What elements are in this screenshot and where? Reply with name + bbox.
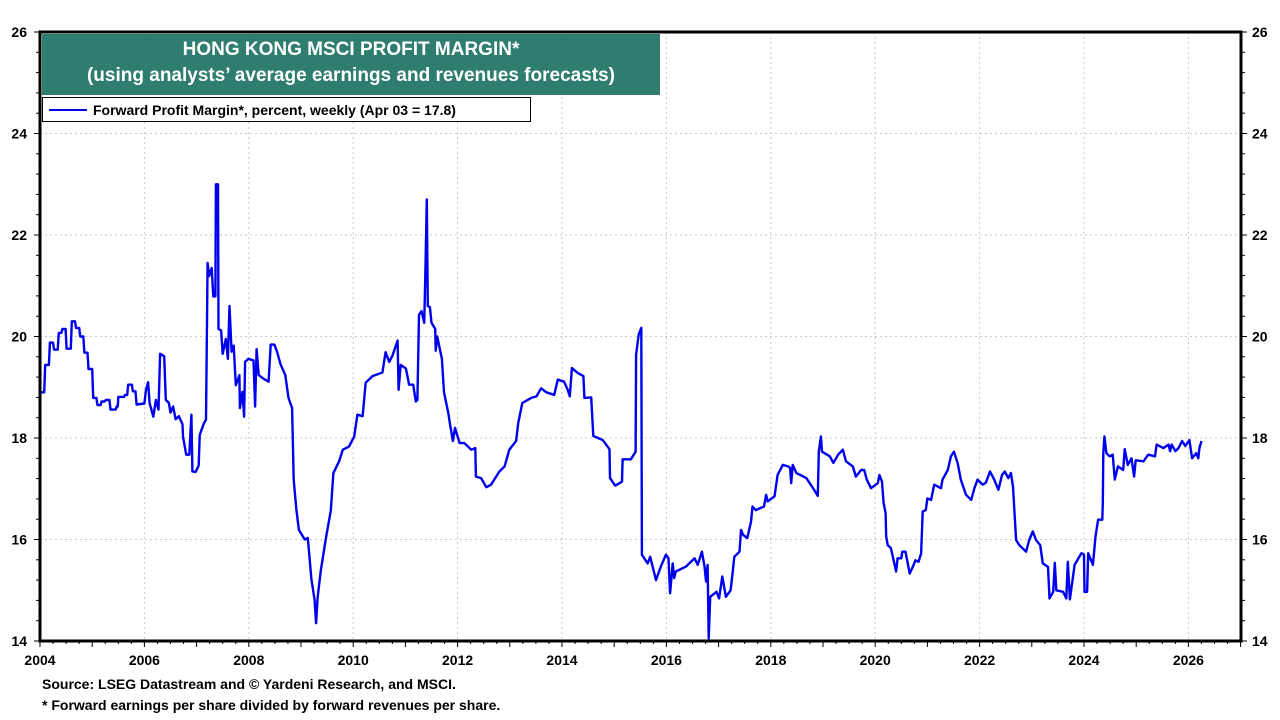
y-tick-label-left: 20 xyxy=(11,329,27,345)
y-tick-label-left: 16 xyxy=(11,532,27,548)
y-tick-label-left: 14 xyxy=(11,633,27,649)
y-tick-label-left: 22 xyxy=(11,227,27,243)
x-tick-label: 2026 xyxy=(1173,652,1204,668)
chart-title: HONG KONG MSCI PROFIT MARGIN* xyxy=(182,39,520,60)
y-tick-label-right: 16 xyxy=(1252,532,1268,548)
source-note: Source: LSEG Datastream and © Yardeni Re… xyxy=(42,676,456,692)
x-tick-label: 2020 xyxy=(860,652,891,668)
legend-label: Forward Profit Margin*, percent, weekly … xyxy=(93,101,456,118)
series-line-forward-profit-margin xyxy=(41,183,1203,640)
x-tick-label: 2022 xyxy=(964,652,995,668)
legend-line-swatch xyxy=(49,108,87,111)
x-tick-label: 2024 xyxy=(1068,652,1099,668)
x-tick-label: 2016 xyxy=(651,652,682,668)
x-tick-label: 2010 xyxy=(338,652,369,668)
x-tick-label: 2018 xyxy=(755,652,786,668)
y-tick-label-right: 18 xyxy=(1252,430,1268,446)
y-tick-label-right: 26 xyxy=(1252,24,1268,40)
y-tick-label-right: 14 xyxy=(1252,633,1268,649)
chart-subtitle: (using analysts’ average earnings and re… xyxy=(86,65,615,86)
x-axis-labels: 2004 2006 2008 2010 2012 2014 2016 2018 2020 2022… xyxy=(24,652,1204,668)
y-tick-label-left: 24 xyxy=(11,126,27,142)
y-tick-label-left: 18 xyxy=(11,430,27,446)
y-tick-label-left: 26 xyxy=(11,24,27,40)
x-tick-label: 2014 xyxy=(546,652,577,668)
grid-lines xyxy=(40,32,1241,641)
y-tick-label-right: 20 xyxy=(1252,329,1268,345)
x-tick-label: 2008 xyxy=(233,652,264,668)
y-axis-labels-right: 14 16 18 20 22 24 26 xyxy=(1252,24,1268,649)
y-tick-label-right: 22 xyxy=(1252,227,1268,243)
legend: Forward Profit Margin*, percent, weekly … xyxy=(42,97,531,122)
plot-frame xyxy=(38,30,1243,643)
y-tick-label-right: 24 xyxy=(1252,126,1268,142)
x-tick-label: 2004 xyxy=(24,652,55,668)
y-axis-labels-left: 14 16 18 20 22 24 26 xyxy=(11,24,27,649)
footnote: * Forward earnings per share divided by … xyxy=(42,697,501,713)
x-tick-label: 2006 xyxy=(129,652,160,668)
x-tick-label: 2012 xyxy=(442,652,473,668)
chart-title-box: HONG KONG MSCI PROFIT MARGIN* (using ana… xyxy=(42,34,660,95)
